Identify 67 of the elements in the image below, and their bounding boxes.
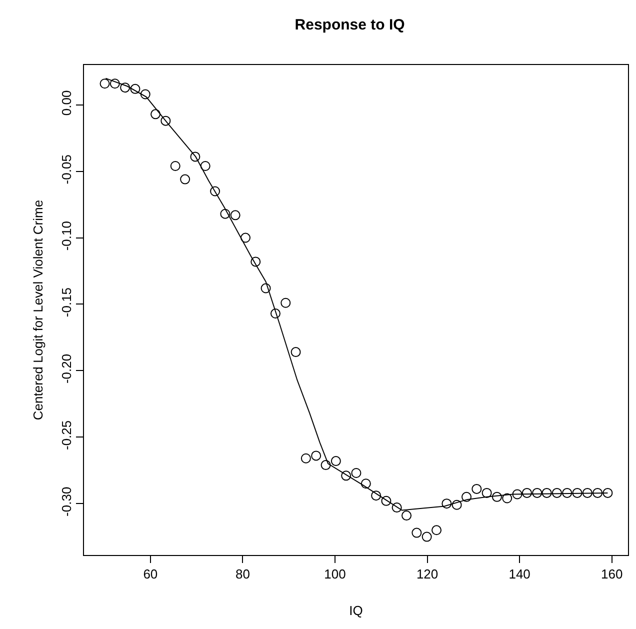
y-axis-title: Centered Logit for Level Violent Crime [30,200,46,420]
point [592,488,603,498]
y-tick-label: 0.00 [58,90,74,116]
point [200,161,210,171]
point [492,492,502,502]
x-tick-label: 60 [143,566,158,582]
point [230,210,240,220]
point [381,496,392,506]
y-tick-label: -0.30 [58,486,74,516]
chart-title: Response to IQ [294,16,406,34]
point [472,484,482,494]
point [572,488,582,498]
point [462,492,472,502]
point [442,498,452,509]
point [542,488,552,498]
x-tick-label: 160 [601,566,623,582]
point [320,460,331,470]
point [210,186,220,196]
point [452,500,462,510]
point [371,490,382,501]
point [100,78,110,89]
point [300,453,311,464]
point [150,109,161,120]
point [351,468,362,478]
point [602,488,613,498]
point [240,232,250,243]
point [432,525,442,536]
point [512,489,522,500]
point [140,89,150,100]
point [532,488,542,498]
point [220,208,230,219]
point [180,174,190,184]
point [280,298,291,308]
point [160,116,171,126]
x-tick-label: 100 [324,566,346,582]
point [120,82,130,93]
x-axis-title: IQ [349,603,363,618]
point [402,510,412,521]
point [250,256,261,267]
point [412,528,422,538]
point [482,488,492,498]
y-tick-label: -0.25 [58,420,74,450]
x-tick-label: 120 [416,566,438,582]
point [130,84,140,94]
point [190,152,200,162]
point [270,308,280,319]
y-tick-label: -0.20 [58,354,74,384]
point [360,478,371,489]
x-tick-label: 80 [235,566,250,582]
point [341,470,352,481]
x-tick-label: 140 [508,566,530,582]
point [552,488,562,498]
point [522,488,532,498]
point [422,532,432,542]
point [330,456,341,466]
y-tick-label: -0.05 [58,154,74,184]
point [582,488,592,498]
y-tick-label: -0.10 [58,221,74,251]
y-tick-label: -0.15 [58,287,74,318]
point [290,347,301,358]
point [562,488,572,498]
point [260,283,271,294]
point [110,78,120,89]
point [170,161,180,171]
point [311,450,322,461]
point [392,502,402,513]
point [502,493,512,504]
